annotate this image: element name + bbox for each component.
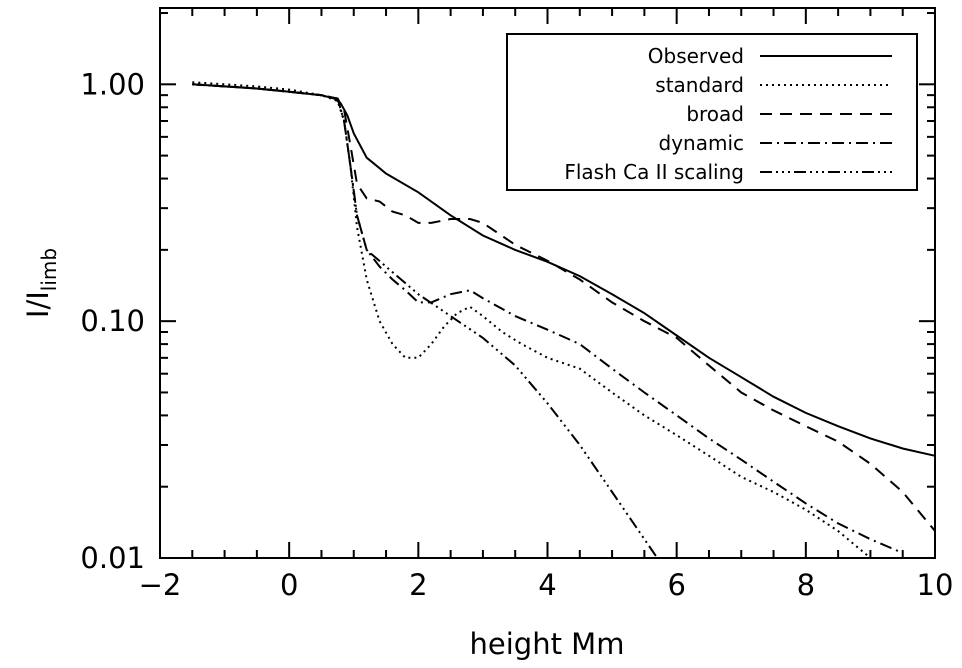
x-axis-label: height Mm — [470, 627, 625, 661]
x-tick-label: 8 — [797, 568, 815, 602]
series-group — [192, 81, 936, 559]
legend-label: Flash Ca II scaling — [564, 160, 744, 184]
legend-label: dynamic — [659, 131, 745, 155]
svg-text:I/Ilimb: I/Ilimb — [21, 248, 61, 318]
y-axis-label-sub: limb — [37, 248, 61, 291]
legend-label: broad — [686, 102, 744, 126]
x-tick-label: 10 — [917, 568, 954, 602]
legend-label: Observed — [648, 44, 744, 68]
y-axis-label-main: I/I — [21, 291, 55, 318]
x-tick-label: −2 — [139, 568, 182, 602]
legend-label: standard — [655, 73, 744, 97]
series-line-flash-ca-ii-scaling — [192, 83, 659, 559]
x-tick-label: 6 — [667, 568, 685, 602]
y-tick-label: 0.01 — [80, 541, 145, 575]
x-tick-label: 0 — [280, 568, 298, 602]
y-tick-label: 0.10 — [80, 304, 145, 338]
legend-box — [506, 33, 918, 191]
x-tick-label: 4 — [538, 568, 556, 602]
y-tick-label: 1.00 — [80, 67, 145, 101]
y-tick-labels: 1.00 0.10 0.01 — [80, 67, 145, 575]
x-tick-labels: −2 0 2 4 6 8 10 — [139, 568, 954, 602]
axis-ticks — [159, 8, 936, 559]
legend-items: Observed standard broad dynamic Flash Ca II … — [564, 44, 892, 184]
y-axis-label: I/Ilimb — [21, 248, 61, 318]
legend: Observed standard broad dynamic Flash Ca II … — [506, 33, 918, 191]
x-tick-label: 2 — [409, 568, 427, 602]
